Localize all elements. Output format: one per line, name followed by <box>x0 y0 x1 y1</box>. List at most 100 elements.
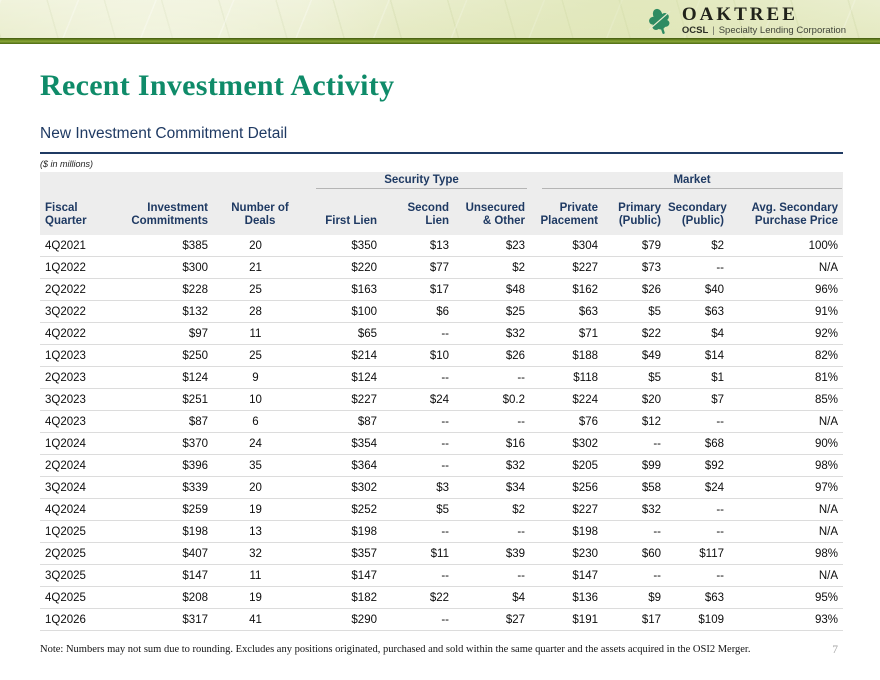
value-cell: -- <box>382 410 454 433</box>
column-header-primary-public: Primary (Public) <box>603 190 666 235</box>
value-cell: $370 <box>125 432 213 455</box>
value-cell: 91% <box>729 300 844 323</box>
value-cell: -- <box>382 432 454 455</box>
value-cell: $5 <box>603 300 666 323</box>
value-cell: $79 <box>603 235 666 257</box>
banner-accent-stripe <box>0 38 880 44</box>
fiscal-quarter-cell: 2Q2022 <box>40 278 125 301</box>
value-cell: $251 <box>125 388 213 411</box>
value-cell: 19 <box>213 586 310 609</box>
value-cell: $99 <box>603 454 666 477</box>
value-cell: -- <box>382 366 454 389</box>
value-cell: $304 <box>530 235 603 257</box>
group-header-security-type: Security Type <box>310 172 530 190</box>
value-cell: $5 <box>382 498 454 521</box>
value-cell: $87 <box>125 410 213 433</box>
table-row: 3Q2025 $147 11 $147 -- -- $147 -- -- N/A <box>40 564 844 587</box>
value-cell: -- <box>666 520 729 543</box>
footnote: Note: Numbers may not sum due to roundin… <box>40 644 751 655</box>
fiscal-quarter-cell: 4Q2024 <box>40 498 125 521</box>
table-row: 4Q2022 $97 11 $65 -- $32 $71 $22 $4 92% <box>40 322 844 345</box>
value-cell: 25 <box>213 344 310 367</box>
value-cell: $259 <box>125 498 213 521</box>
value-cell: -- <box>666 256 729 279</box>
value-cell: N/A <box>729 498 844 521</box>
value-cell: $227 <box>530 498 603 521</box>
value-cell: 11 <box>213 322 310 345</box>
group-header-label: Market <box>542 174 843 189</box>
page-title: Recent Investment Activity <box>40 69 395 102</box>
value-cell: 98% <box>729 454 844 477</box>
logo-tagline: OCSL | Specialty Lending Corporation <box>682 26 846 36</box>
value-cell: $163 <box>310 278 382 301</box>
fiscal-quarter-cell: 1Q2026 <box>40 608 125 631</box>
value-cell: 28 <box>213 300 310 323</box>
column-header-row: Fiscal Quarter Investment Commitments Nu… <box>40 190 844 235</box>
table-row: 2Q2023 $124 9 $124 -- -- $118 $5 $1 81% <box>40 366 844 389</box>
value-cell: -- <box>454 564 530 587</box>
value-cell: -- <box>666 410 729 433</box>
table-body: 4Q2021 $385 20 $350 $13 $23 $304 $79 $2 100% 1Q202… <box>40 235 844 631</box>
value-cell: $147 <box>125 564 213 587</box>
value-cell: -- <box>382 322 454 345</box>
value-cell: $198 <box>310 520 382 543</box>
fiscal-quarter-cell: 3Q2024 <box>40 476 125 499</box>
value-cell: -- <box>454 410 530 433</box>
value-cell: $97 <box>125 322 213 345</box>
top-banner: OAKTREE OCSL | Specialty Lending Corpora… <box>0 0 880 38</box>
fiscal-quarter-cell: 3Q2022 <box>40 300 125 323</box>
value-cell: -- <box>454 366 530 389</box>
value-cell: $300 <box>125 256 213 279</box>
value-cell: $63 <box>666 586 729 609</box>
table-row: 1Q2024 $370 24 $354 -- $16 $302 -- $68 90% <box>40 432 844 455</box>
value-cell: 92% <box>729 322 844 345</box>
column-header-unsecured-other: Unsecured & Other <box>454 190 530 235</box>
value-cell: $124 <box>125 366 213 389</box>
value-cell: $68 <box>666 432 729 455</box>
value-cell: $220 <box>310 256 382 279</box>
subtitle-rule <box>40 152 843 154</box>
value-cell: 93% <box>729 608 844 631</box>
value-cell: $22 <box>603 322 666 345</box>
value-cell: $252 <box>310 498 382 521</box>
value-cell: $87 <box>310 410 382 433</box>
tagline-label: Specialty Lending Corporation <box>718 25 846 37</box>
value-cell: 41 <box>213 608 310 631</box>
value-cell: 95% <box>729 586 844 609</box>
value-cell: $4 <box>666 322 729 345</box>
value-cell: $124 <box>310 366 382 389</box>
value-cell: $48 <box>454 278 530 301</box>
value-cell: -- <box>382 454 454 477</box>
value-cell: $23 <box>454 235 530 257</box>
value-cell: N/A <box>729 520 844 543</box>
value-cell: $147 <box>530 564 603 587</box>
investment-commitment-table: Security Type Market Fiscal Quarter Inve… <box>40 172 844 631</box>
value-cell: $354 <box>310 432 382 455</box>
fiscal-quarter-cell: 2Q2024 <box>40 454 125 477</box>
value-cell: $147 <box>310 564 382 587</box>
value-cell: 97% <box>729 476 844 499</box>
value-cell: $77 <box>382 256 454 279</box>
value-cell: 96% <box>729 278 844 301</box>
table-row: 3Q2024 $339 20 $302 $3 $34 $256 $58 $24 97% <box>40 476 844 499</box>
value-cell: -- <box>666 498 729 521</box>
oak-leaf-icon <box>648 8 671 34</box>
value-cell: $396 <box>125 454 213 477</box>
value-cell: 10 <box>213 388 310 411</box>
value-cell: $65 <box>310 322 382 345</box>
value-cell: $26 <box>454 344 530 367</box>
value-cell: $60 <box>603 542 666 565</box>
fiscal-quarter-cell: 4Q2025 <box>40 586 125 609</box>
column-header-fiscal-quarter: Fiscal Quarter <box>40 190 125 235</box>
value-cell: 20 <box>213 476 310 499</box>
fiscal-quarter-cell: 1Q2023 <box>40 344 125 367</box>
table-row: 3Q2023 $251 10 $227 $24 $0.2 $224 $20 $7 85% <box>40 388 844 411</box>
value-cell: $357 <box>310 542 382 565</box>
value-cell: $227 <box>310 388 382 411</box>
value-cell: $32 <box>603 498 666 521</box>
value-cell: $5 <box>603 366 666 389</box>
table-row: 4Q2025 $208 19 $182 $22 $4 $136 $9 $63 95% <box>40 586 844 609</box>
value-cell: 19 <box>213 498 310 521</box>
fiscal-quarter-cell: 4Q2022 <box>40 322 125 345</box>
value-cell: 13 <box>213 520 310 543</box>
